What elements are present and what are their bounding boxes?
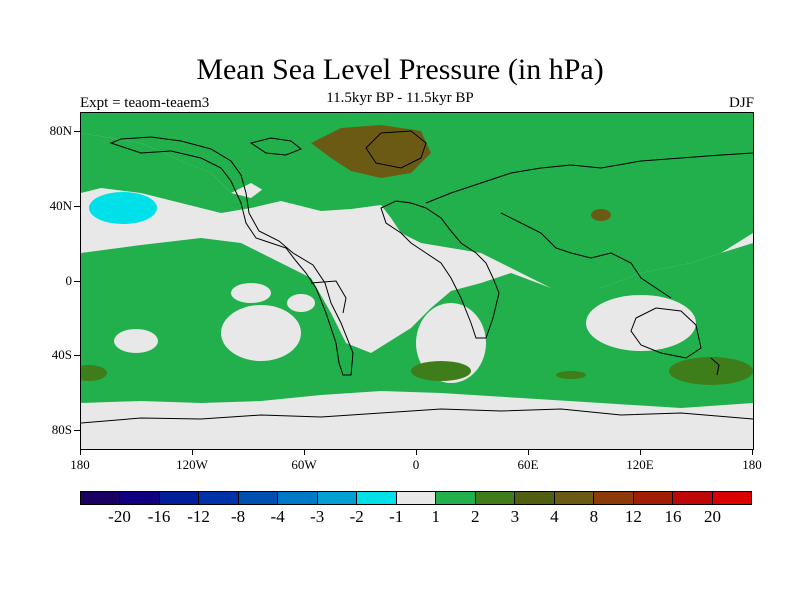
colorbar-box — [278, 492, 318, 504]
chart-title: Mean Sea Level Pressure (in hPa) — [196, 53, 604, 86]
lat-label-80n: 80N — [49, 123, 72, 138]
field-negative-npacific — [89, 192, 157, 224]
field-neutral-spacific — [221, 305, 301, 361]
colorbar-box — [475, 492, 516, 504]
colorbar-box — [436, 492, 476, 504]
colorbar-box — [515, 492, 555, 504]
colorbar-label: 20 — [703, 507, 721, 526]
field-positive-arctic — [81, 113, 753, 223]
map-panel — [80, 112, 754, 450]
colorbar-label: 2 — [471, 507, 480, 526]
lon-tick — [416, 449, 417, 455]
lon-tick — [528, 449, 529, 455]
colorbar — [80, 491, 752, 505]
field-positive-npacific — [81, 133, 281, 213]
lon-label-60w: 60W — [291, 457, 317, 472]
coastlines — [81, 130, 753, 424]
colorbar-box — [199, 492, 239, 504]
field-positive-tropics — [81, 238, 753, 408]
colorbar-box — [159, 492, 200, 504]
lat-tick — [74, 355, 80, 356]
colorbar-label: 4 — [550, 507, 559, 526]
field-neutral-sindian — [586, 295, 696, 351]
map-field-svg — [81, 113, 753, 424]
colorbar-label: 16 — [664, 507, 682, 526]
lat-tick — [74, 206, 80, 207]
lon-tick — [304, 449, 305, 455]
colorbar-label: 8 — [589, 507, 599, 526]
colorbar-label: -8 — [231, 507, 246, 526]
lat-label-80s: 80S — [51, 422, 72, 437]
lat-label-40n: 40N — [49, 198, 72, 213]
lon-label-120e: 120E — [626, 457, 654, 472]
colorbar-box — [673, 492, 713, 504]
field-neutral-samer — [231, 283, 271, 303]
colorbar-label: 12 — [624, 507, 642, 526]
lon-label-60e: 60E — [517, 457, 539, 472]
colorbar-label: -3 — [310, 507, 325, 526]
field-positive-nkorea — [591, 209, 611, 221]
field-neutral-small1 — [114, 329, 158, 353]
lon-label-180w: 180 — [70, 457, 90, 472]
lon-tick — [752, 449, 753, 455]
lon-label-120w: 120W — [176, 457, 208, 472]
colorbar-label: -12 — [187, 507, 210, 526]
lat-label-40s: 40S — [51, 347, 72, 362]
lon-label-0: 0 — [412, 457, 420, 472]
season-label: DJF — [728, 95, 754, 111]
colorbar-box — [238, 492, 279, 504]
colorbar-box — [554, 492, 595, 504]
chart-subtitle: 11.5kyr BP - 11.5kyr BP — [326, 90, 474, 106]
colorbar-label: -2 — [349, 507, 364, 526]
lat-tick — [74, 131, 80, 132]
lon-label-180e: 180 — [742, 457, 762, 472]
field-positive-spac-dark — [81, 365, 107, 381]
colorbar-box — [120, 492, 160, 504]
colorbar-box — [633, 492, 674, 504]
colorbar-label: -4 — [270, 507, 285, 526]
lon-tick — [192, 449, 193, 455]
colorbar-box — [712, 492, 751, 504]
field-positive-sind-dark — [556, 371, 586, 379]
colorbar-box — [317, 492, 358, 504]
field-neutral-small2 — [287, 294, 315, 312]
field-positive-greenland — [311, 125, 431, 178]
lat-tick — [74, 281, 80, 282]
lat-tick — [74, 430, 80, 431]
colorbar-box — [396, 492, 437, 504]
colorbar-box — [594, 492, 634, 504]
field-positive-aus-dark — [669, 357, 753, 385]
lon-tick — [640, 449, 641, 455]
experiment-label: Expt = teaom-teaem3 — [80, 95, 210, 111]
lon-tick — [80, 449, 81, 455]
field-positive-eurasia — [381, 153, 753, 293]
lat-label-0: 0 — [65, 273, 73, 288]
field-positive-satl-dark — [411, 361, 471, 381]
colorbar-label: 3 — [510, 507, 520, 526]
colorbar-label: -1 — [389, 507, 404, 526]
colorbar-box — [357, 492, 397, 504]
colorbar-label: -16 — [147, 507, 171, 526]
colorbar-label: 1 — [431, 507, 441, 526]
colorbar-label: -20 — [108, 507, 131, 526]
colorbar-box — [81, 492, 121, 504]
